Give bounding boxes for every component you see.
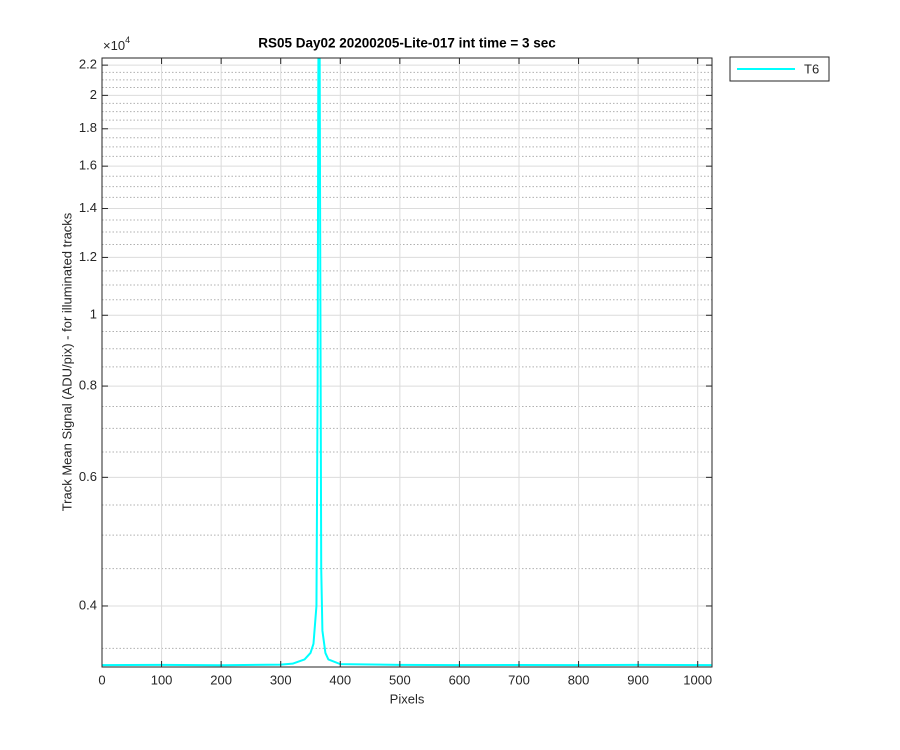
x-tick-label: 1000 — [683, 672, 712, 687]
x-axis-label: Pixels — [390, 691, 425, 706]
y-tick-label: 1 — [90, 307, 97, 322]
y-tick-label: 2 — [90, 87, 97, 102]
x-tick-label: 500 — [389, 672, 411, 687]
x-tick-label: 400 — [329, 672, 351, 687]
y-exponent: ×104 — [103, 35, 130, 53]
plot-area — [102, 58, 712, 667]
x-tick-label: 300 — [270, 672, 292, 687]
y-tick-label: 2.2 — [79, 57, 97, 72]
legend-label: T6 — [804, 61, 819, 76]
x-tick-label: 100 — [151, 672, 173, 687]
x-tick-label: 200 — [210, 672, 232, 687]
y-axis-label: Track Mean Signal (ADU/pix) - for illumi… — [59, 212, 74, 511]
legend: T6 — [729, 56, 830, 82]
x-tick-label: 700 — [508, 672, 530, 687]
y-tick-label: 1.8 — [79, 120, 97, 135]
axes-box — [101, 57, 713, 668]
x-tick-label: 800 — [568, 672, 590, 687]
y-tick-label: 0.8 — [79, 378, 97, 393]
x-tick-label: 600 — [449, 672, 471, 687]
y-tick-label: 1.2 — [79, 249, 97, 264]
y-tick-label: 0.6 — [79, 469, 97, 484]
y-exponent-base: ×10 — [103, 38, 125, 53]
x-tick-label: 900 — [627, 672, 649, 687]
y-tick-label: 0.4 — [79, 597, 97, 612]
chart-title: RS05 Day02 20200205-Lite-017 int time = … — [258, 36, 556, 51]
y-exponent-power: 4 — [125, 35, 130, 45]
y-tick-label: 1.6 — [79, 158, 97, 173]
x-tick-label: 0 — [98, 672, 105, 687]
y-tick-label: 1.4 — [79, 200, 97, 215]
ticks: 0.4 0.6 0.8 1 1.2 1.4 1.6 1.8 2 2.2 0 100 200 300 400 5… — [79, 57, 712, 688]
